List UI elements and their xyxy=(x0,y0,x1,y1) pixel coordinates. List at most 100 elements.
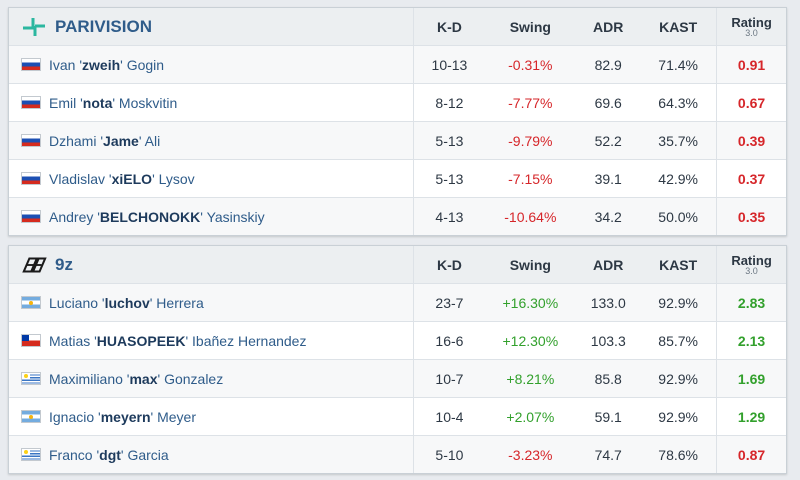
team-name[interactable]: 9z xyxy=(55,254,73,274)
player-cell: Maximiliano 'max' Gonzalez xyxy=(9,360,415,397)
rating-label: Rating xyxy=(731,14,772,30)
player-first-name: Ivan xyxy=(49,56,76,73)
player-last-name: Meyer xyxy=(157,408,196,425)
table-row: Maximiliano 'max' Gonzalez 10-7 +8.21% 8… xyxy=(9,359,786,397)
kast-value: 92.9% xyxy=(658,408,698,425)
player-link[interactable]: Ivan 'zweih' Gogin xyxy=(49,56,165,73)
swing-value: +16.30% xyxy=(502,294,559,311)
russia-flag-icon xyxy=(21,172,41,185)
player-link[interactable]: Luciano 'luchov' Herrera xyxy=(49,294,204,311)
rating-value: 0.91 xyxy=(737,56,766,73)
rating-value: 0.35 xyxy=(737,208,766,225)
parivision-logo-icon xyxy=(21,14,47,40)
adr-value: 59.1 xyxy=(594,408,622,425)
column-header-kd[interactable]: K-D xyxy=(436,18,462,35)
9z-logo-icon xyxy=(21,252,47,278)
player-first-name: Maximiliano xyxy=(49,370,123,387)
kast-value: 42.9% xyxy=(658,170,698,187)
russia-flag-icon xyxy=(21,134,41,147)
player-link[interactable]: Emil 'nota' Moskvitin xyxy=(49,94,178,111)
swing-value: -9.79% xyxy=(508,132,553,149)
player-first-name: Andrey xyxy=(49,208,94,225)
argentina-flag-icon xyxy=(21,410,41,423)
table-row: Dzhami 'Jame' Ali 5-13 -9.79% 52.2 35.7%… xyxy=(9,121,786,159)
column-header-adr[interactable]: ADR xyxy=(593,256,624,273)
adr-value: 39.1 xyxy=(594,170,622,187)
column-header-swing[interactable]: Swing xyxy=(509,256,551,273)
table-header: PARIVISION K-D Swing ADR KAST Rating 3.0 xyxy=(9,8,786,45)
kast-value: 92.9% xyxy=(658,294,698,311)
player-cell: Emil 'nota' Moskvitin xyxy=(9,84,415,121)
player-link[interactable]: Dzhami 'Jame' Ali xyxy=(49,132,161,149)
player-cell: Franco 'dgt' Garcia xyxy=(9,436,415,473)
player-last-name: Moskvitin xyxy=(118,94,178,111)
player-nickname: Jame xyxy=(103,132,139,149)
swing-value: +8.21% xyxy=(506,370,555,387)
column-header-rating[interactable]: Rating 3.0 xyxy=(716,246,786,283)
kd-value: 23-7 xyxy=(435,294,464,311)
rating-value: 0.87 xyxy=(737,446,766,463)
player-link[interactable]: Matias 'HUASOPEEK' Ibañez Hernandez xyxy=(49,332,307,349)
kd-value: 5-10 xyxy=(435,446,464,463)
column-header-swing[interactable]: Swing xyxy=(509,18,551,35)
adr-value: 69.6 xyxy=(594,94,622,111)
adr-value: 85.8 xyxy=(594,370,622,387)
column-header-rating[interactable]: Rating 3.0 xyxy=(716,8,786,45)
rating-version: 3.0 xyxy=(745,265,758,276)
column-header-kd[interactable]: K-D xyxy=(436,256,462,273)
kd-value: 8-12 xyxy=(435,94,464,111)
player-nickname: zweih xyxy=(82,56,121,73)
table-row: Matias 'HUASOPEEK' Ibañez Hernandez 16-6… xyxy=(9,321,786,359)
player-cell: Matias 'HUASOPEEK' Ibañez Hernandez xyxy=(9,322,415,359)
player-cell: Dzhami 'Jame' Ali xyxy=(9,122,415,159)
rating-value: 2.13 xyxy=(737,332,766,349)
rating-value: 1.69 xyxy=(737,370,766,387)
column-header-kast[interactable]: KAST xyxy=(659,256,698,273)
player-nickname: HUASOPEEK xyxy=(96,332,186,349)
player-cell: Ignacio 'meyern' Meyer xyxy=(9,398,415,435)
swing-value: +2.07% xyxy=(506,408,555,425)
kast-value: 71.4% xyxy=(658,56,698,73)
kd-value: 10-7 xyxy=(435,370,464,387)
player-last-name: Yasinskiy xyxy=(206,208,265,225)
team-name[interactable]: PARIVISION xyxy=(55,16,152,36)
player-nickname: meyern xyxy=(100,408,151,425)
player-last-name: Gonzalez xyxy=(164,370,224,387)
team-header[interactable]: 9z xyxy=(9,246,415,283)
player-cell: Andrey 'BELCHONOKK' Yasinskiy xyxy=(9,198,415,235)
player-nickname: BELCHONOKK xyxy=(99,208,201,225)
column-header-kast[interactable]: KAST xyxy=(659,18,698,35)
adr-value: 133.0 xyxy=(590,294,626,311)
rating-value: 0.67 xyxy=(737,94,766,111)
kast-value: 85.7% xyxy=(658,332,698,349)
player-cell: Vladislav 'xiELO' Lysov xyxy=(9,160,415,197)
player-first-name: Vladislav xyxy=(49,170,106,187)
player-link[interactable]: Vladislav 'xiELO' Lysov xyxy=(49,170,195,187)
player-link[interactable]: Franco 'dgt' Garcia xyxy=(49,446,169,463)
team-header[interactable]: PARIVISION xyxy=(9,8,415,45)
table-row: Emil 'nota' Moskvitin 8-12 -7.77% 69.6 6… xyxy=(9,83,786,121)
player-link[interactable]: Andrey 'BELCHONOKK' Yasinskiy xyxy=(49,208,265,225)
swing-value: -10.64% xyxy=(504,208,557,225)
adr-value: 74.7 xyxy=(594,446,622,463)
table-row: Vladislav 'xiELO' Lysov 5-13 -7.15% 39.1… xyxy=(9,159,786,197)
kast-value: 50.0% xyxy=(658,208,698,225)
table-header: 9z K-D Swing ADR KAST Rating 3.0 xyxy=(9,246,786,283)
russia-flag-icon xyxy=(21,210,41,223)
player-last-name: Ali xyxy=(144,132,161,149)
rating-value: 0.37 xyxy=(737,170,766,187)
kd-value: 5-13 xyxy=(435,170,464,187)
table-row: Franco 'dgt' Garcia 5-10 -3.23% 74.7 78.… xyxy=(9,435,786,473)
player-link[interactable]: Ignacio 'meyern' Meyer xyxy=(49,408,196,425)
kast-value: 92.9% xyxy=(658,370,698,387)
column-header-adr[interactable]: ADR xyxy=(593,18,624,35)
player-first-name: Ignacio xyxy=(49,408,95,425)
player-first-name: Luciano xyxy=(49,294,99,311)
player-link[interactable]: Maximiliano 'max' Gonzalez xyxy=(49,370,224,387)
kd-value: 4-13 xyxy=(435,208,464,225)
team-stats-table-parivision: PARIVISION K-D Swing ADR KAST Rating 3.0… xyxy=(8,7,787,236)
player-nickname: luchov xyxy=(104,294,150,311)
rating-version: 3.0 xyxy=(745,27,758,38)
adr-value: 103.3 xyxy=(590,332,626,349)
kast-value: 64.3% xyxy=(658,94,698,111)
